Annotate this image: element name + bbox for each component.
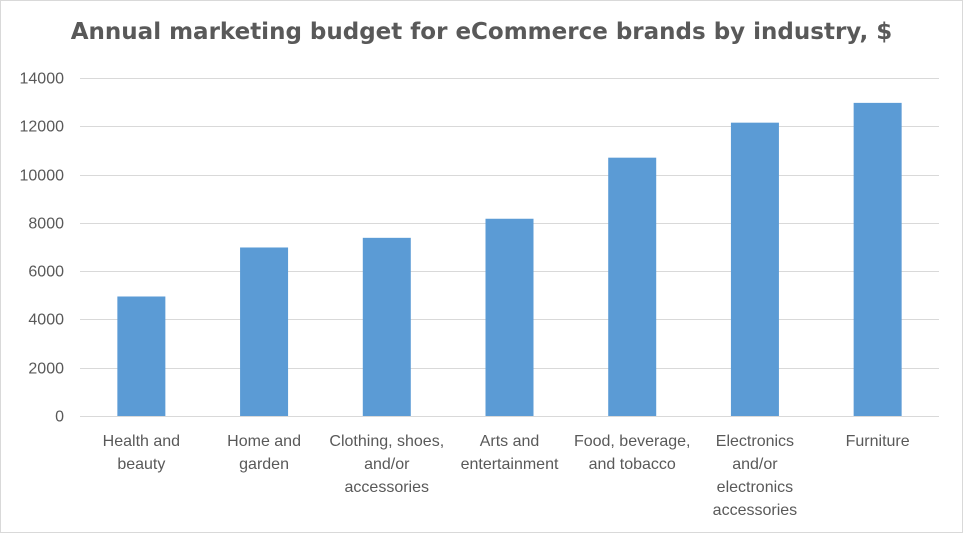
x-tick-label: Arts and entertainment [461,433,559,473]
x-tick-label-line: and/or [364,456,410,473]
x-tick-label-line: beauty [117,456,165,473]
x-tick-label-line: Electronics [716,433,794,450]
x-tick-label-line: Furniture [846,433,910,450]
x-tick-label: Food, beverage, and tobacco [574,433,691,473]
x-tick-label-line: electronics [717,479,793,496]
x-tick-label-line: and tobacco [589,456,676,473]
x-tick-label: Health and beauty [103,433,180,473]
y-tick-label: 0 [55,409,64,426]
x-tick-label-line: accessories [345,479,429,496]
x-tick-label-line: and/or [732,456,778,473]
x-tick-label-line: accessories [713,502,797,519]
x-tick-label-line: Health and [103,433,180,450]
bar [362,237,411,416]
y-tick-label: 8000 [28,216,64,233]
bar [853,102,902,417]
x-tick-label-line: Clothing, shoes, [329,433,444,450]
x-tick-label-line: entertainment [461,456,559,473]
y-tick-label: 6000 [28,264,64,281]
x-tick-label: Home and garden [227,433,301,473]
x-tick-label: Furniture [846,433,910,450]
y-tick-label: 2000 [28,361,64,378]
bar [117,296,166,416]
x-tick-label-line: Home and [227,433,301,450]
bar [608,157,657,416]
x-tick-label-line: Arts and [480,433,540,450]
bar [240,247,289,416]
x-tick-label-line: Food, beverage, [574,433,691,450]
y-tick-label: 12000 [20,119,65,136]
x-tick-label-line: garden [239,456,289,473]
bar [485,218,534,416]
bar [730,122,779,417]
y-tick-label: 4000 [28,312,64,329]
x-tick-label: Electronics and/or electronics accessories [713,433,797,519]
y-tick-label: 10000 [20,168,65,185]
chart-title: Annual marketing budget for eCommerce br… [70,19,893,45]
x-tick-label: Clothing, shoes, and/or accessories [329,433,444,496]
y-tick-label: 14000 [20,71,65,88]
